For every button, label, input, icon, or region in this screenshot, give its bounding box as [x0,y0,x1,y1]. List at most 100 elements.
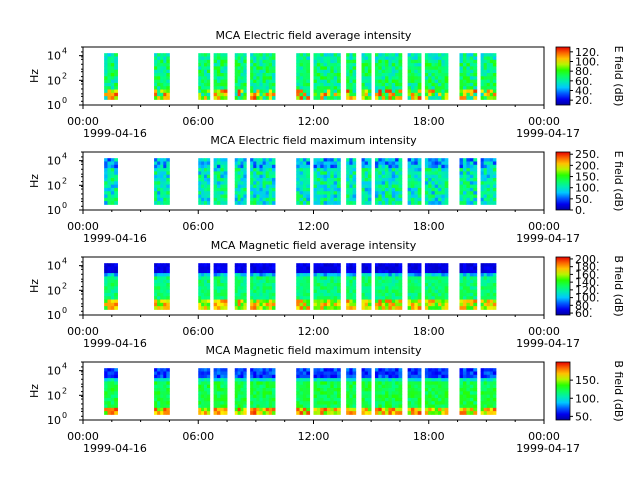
spectrogram-cell [378,181,383,186]
spectrogram-cell [434,164,439,169]
spectrogram-cell [104,404,108,409]
spectrogram-cell [104,384,108,389]
spectrogram-cell [410,73,415,77]
x-tick-label: 06:00 [182,220,214,233]
spectrogram-cell [160,401,164,405]
spectrogram-cell [323,168,328,172]
spectrogram-cell [410,76,415,81]
spectrogram-cell [424,82,429,87]
spectrogram-cell [378,411,383,415]
spectrogram-cell [265,407,270,412]
spectrogram-cell [198,191,202,195]
spectrogram-cell [431,86,436,90]
spectrogram-cell [398,279,403,284]
spectrogram-cell [107,394,112,399]
spectrogram-cell [306,276,311,281]
spectrogram-cell [268,184,273,189]
spectrogram-cell [114,283,118,287]
spectrogram-cell [337,66,341,71]
spectrogram-cell [361,174,366,179]
spectrogram-cell [391,86,396,90]
spectrogram-cell [483,201,488,205]
spectrogram-cell [466,378,471,382]
spectrogram-cell [424,397,429,402]
spectrogram-cell [160,96,164,100]
spectrogram-cell [265,266,270,271]
spectrogram-cell [110,69,115,74]
spectrogram-cell [201,82,205,87]
spectrogram-cell [107,371,112,376]
spectrogram-cell [201,171,205,176]
spectrogram-cell [466,79,471,84]
spectrogram-cell [330,306,335,310]
spectrogram-cell [364,289,369,294]
spectrogram-cell [259,401,263,405]
spectrogram-cell [104,279,108,284]
spectrogram-cell [198,178,202,182]
spectrogram-cell [271,263,276,267]
spectrogram-cell [313,184,318,189]
spectrogram-cell [381,263,386,267]
spectrogram-cell [220,96,225,100]
spectrogram-cell [459,388,464,392]
spectrogram-cell [417,191,422,195]
spectrogram-cell [166,201,170,205]
spectrogram-cell [349,56,353,61]
spectrogram-cell [323,79,328,84]
spectrogram-cell [441,164,446,169]
spectrogram-cell [323,171,328,176]
spectrogram-cell [271,273,276,277]
spectrogram-cell [326,53,331,57]
spectrogram-cell [428,306,432,310]
spectrogram-cell [367,63,372,67]
spectrogram-cell [250,368,254,372]
spectrogram-cell [414,66,419,71]
spectrogram-cell [480,276,485,281]
spectrogram-cell [237,181,241,186]
spectrogram-cell [262,397,267,402]
spectrogram-cell [462,181,467,186]
spectrogram-cell [395,283,399,287]
spectrogram-cell [296,187,300,192]
spectrogram-cell [398,89,403,94]
spectrogram-cell [296,86,300,90]
spectrogram-cell [320,269,324,274]
spectrogram-cell [414,266,419,271]
spectrogram-cell [349,266,353,271]
spectrogram-cell [302,401,307,405]
spectrogram-cell [431,181,436,186]
spectrogram-cell [489,53,494,57]
spectrogram-cell [253,59,257,64]
spectrogram-cell [444,273,449,277]
spectrogram-cell [265,411,270,415]
spectrogram-cell [364,411,369,415]
y-tick-exponent: 4 [62,47,67,56]
spectrogram-cell [388,168,393,172]
spectrogram-cell [367,174,372,179]
spectrogram-cell [352,279,357,284]
y-tick-base: 10 [47,74,61,87]
spectrogram-cell [240,158,244,162]
spectrogram-cell [462,289,467,294]
spectrogram-cell [352,73,357,77]
y-tick-label: 10 [47,204,61,217]
spectrogram-cell [462,378,467,382]
spectrogram-cell [198,194,202,199]
spectrogram-cell [316,181,321,186]
spectrogram-cell [424,407,429,412]
spectrogram-cell [459,168,464,172]
spectrogram-cell [306,296,311,300]
spectrogram-cell [320,197,324,202]
spectrogram-cell [213,69,218,74]
spectrogram-cell [462,187,467,192]
y-tick-exponent: 2 [62,386,67,395]
spectrogram-cell [250,184,254,189]
spectrogram-cell [326,276,331,281]
spectrogram-cell [483,381,488,386]
spectrogram-cell [459,66,464,71]
spectrogram-cell [462,296,467,300]
spectrogram-cell [364,263,369,267]
spectrogram-cell [163,56,167,61]
y-tick-base: 10 [47,365,61,378]
spectrogram-cell [346,279,350,284]
